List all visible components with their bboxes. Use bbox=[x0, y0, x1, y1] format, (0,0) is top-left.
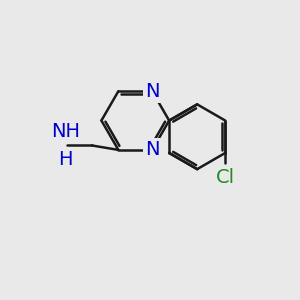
Text: N: N bbox=[145, 140, 160, 159]
Text: Cl: Cl bbox=[216, 168, 235, 187]
Text: H: H bbox=[58, 150, 73, 169]
Text: NH: NH bbox=[51, 122, 80, 141]
Text: N: N bbox=[145, 82, 160, 101]
